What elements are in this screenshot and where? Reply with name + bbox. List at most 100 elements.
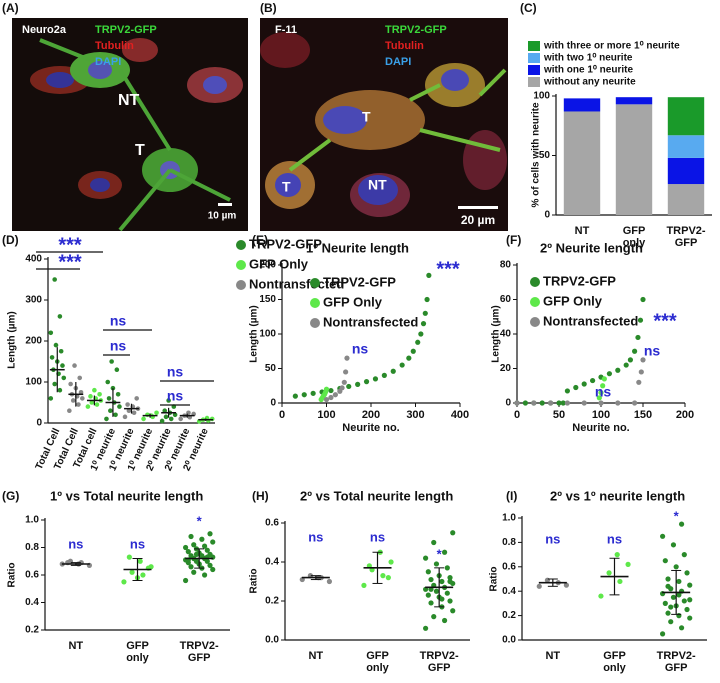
data-point bbox=[88, 394, 93, 399]
data-point bbox=[636, 379, 642, 385]
y-tick-label: 400 bbox=[25, 254, 42, 265]
data-point bbox=[410, 348, 416, 354]
significance: ns bbox=[370, 529, 385, 544]
y-tick-label: 0 bbox=[36, 418, 42, 429]
data-point bbox=[406, 355, 412, 361]
legend-marker bbox=[310, 318, 320, 328]
significance: ns bbox=[308, 529, 323, 544]
data-point bbox=[640, 296, 646, 303]
data-point bbox=[681, 598, 687, 604]
data-point bbox=[662, 558, 668, 564]
stain: DAPI bbox=[385, 56, 411, 68]
x-tick-label: NT bbox=[574, 225, 590, 237]
y-tick-label: 20 bbox=[500, 363, 512, 374]
scale-label: 10 µm bbox=[208, 211, 237, 222]
data-point bbox=[168, 416, 174, 422]
data-point bbox=[85, 404, 91, 409]
significance: ns bbox=[110, 313, 127, 329]
data-point bbox=[141, 416, 146, 422]
data-point bbox=[425, 569, 431, 575]
data-point bbox=[310, 390, 316, 396]
data-point bbox=[687, 615, 693, 621]
data-point bbox=[673, 564, 679, 570]
data-point bbox=[140, 572, 146, 578]
data-point bbox=[536, 583, 542, 589]
data-point bbox=[185, 549, 191, 555]
cell-label: T bbox=[135, 142, 145, 159]
data-point bbox=[439, 596, 445, 602]
y-tick-label: 0.8 bbox=[25, 542, 39, 553]
data-point bbox=[390, 368, 396, 374]
data-point bbox=[131, 410, 137, 416]
data-point bbox=[191, 569, 197, 575]
bar-segment bbox=[615, 97, 653, 105]
bar-segment bbox=[667, 184, 705, 215]
data-point bbox=[439, 578, 445, 585]
y-tick-label: 80 bbox=[500, 260, 512, 271]
data-point bbox=[441, 617, 448, 624]
data-point bbox=[199, 536, 205, 542]
data-point bbox=[126, 408, 132, 414]
data-point bbox=[670, 542, 677, 548]
data-point bbox=[52, 381, 57, 387]
legend-label: Nontransfected bbox=[323, 314, 418, 329]
chart-title: 2º Neurite length bbox=[540, 240, 643, 255]
data-point bbox=[344, 355, 350, 361]
data-point bbox=[560, 400, 566, 406]
data-point bbox=[676, 592, 682, 598]
data-point bbox=[134, 396, 139, 401]
y-tick-label: 0.4 bbox=[265, 557, 279, 568]
significance: *** bbox=[58, 234, 82, 256]
data-point bbox=[172, 412, 178, 418]
data-point bbox=[48, 330, 54, 336]
y-tick-label: 0.0 bbox=[502, 635, 516, 646]
cells bbox=[260, 32, 507, 217]
data-point bbox=[581, 381, 587, 387]
panel-label: (E) bbox=[252, 233, 268, 247]
data-point bbox=[450, 530, 456, 536]
data-point bbox=[632, 348, 638, 354]
data-point bbox=[332, 392, 338, 398]
cell-label: NT bbox=[118, 92, 140, 109]
data-point bbox=[637, 317, 644, 323]
data-point bbox=[328, 394, 334, 401]
data-point bbox=[670, 594, 677, 600]
data-point bbox=[548, 400, 554, 406]
y-tick-label: 0.2 bbox=[265, 596, 279, 607]
data-point bbox=[328, 387, 334, 394]
data-point bbox=[178, 416, 183, 422]
data-point bbox=[598, 593, 604, 599]
y-tick-label: 0.6 bbox=[502, 561, 516, 572]
data-point bbox=[68, 381, 73, 387]
data-point bbox=[531, 400, 537, 406]
bar-segment bbox=[667, 97, 705, 136]
data-point bbox=[166, 398, 171, 403]
y-axis-label: % of cells with neurite bbox=[531, 102, 542, 207]
data-point bbox=[418, 331, 424, 337]
x-tick-label: 100 bbox=[592, 409, 610, 421]
data-point bbox=[388, 559, 394, 565]
x-tick-label: NT bbox=[308, 650, 324, 662]
data-point bbox=[207, 531, 213, 537]
panel-label: (F) bbox=[506, 233, 521, 247]
y-axis-label: Ratio bbox=[7, 563, 18, 588]
cell-label: T bbox=[282, 179, 291, 195]
stain: Tubulin bbox=[95, 40, 134, 52]
data-point bbox=[522, 400, 529, 406]
legend-swatch bbox=[528, 65, 540, 75]
y-axis-label: Length (µm) bbox=[7, 311, 18, 368]
data-point bbox=[425, 592, 431, 598]
legend-label: without any neurite bbox=[543, 77, 636, 88]
data-point bbox=[385, 575, 391, 581]
y-tick-label: 40 bbox=[500, 329, 512, 340]
significance: ns bbox=[595, 384, 612, 400]
y-tick-label: 1.0 bbox=[502, 513, 516, 524]
x-tick-label: GFP only bbox=[126, 640, 149, 664]
data-point bbox=[380, 573, 386, 579]
data-point bbox=[210, 539, 216, 545]
significance: * bbox=[674, 508, 680, 523]
chart-title: 1º Neurite length bbox=[306, 240, 409, 255]
data-point bbox=[638, 369, 644, 375]
significance: *** bbox=[58, 251, 82, 273]
x-tick-label: 150 bbox=[634, 409, 652, 421]
